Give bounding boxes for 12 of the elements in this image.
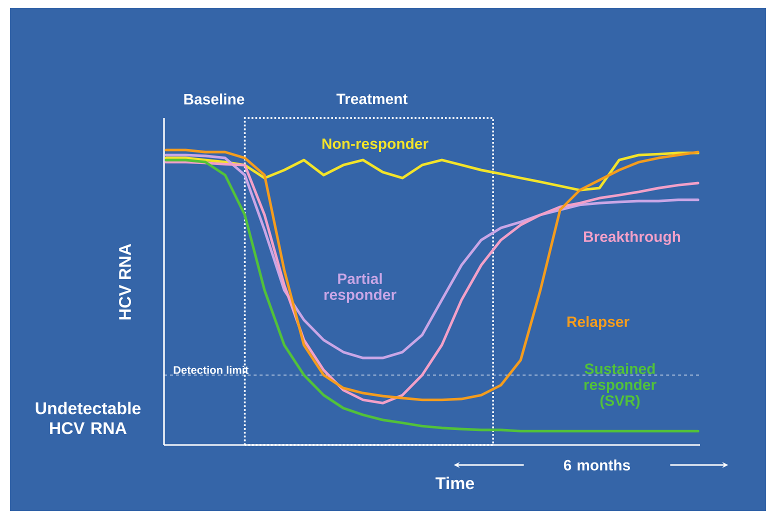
text: Undetectable HCV RNA	[36, 402, 141, 434]
text: Relapser	[567, 316, 630, 330]
series-label: Partial responder	[324, 273, 396, 303]
series-label: Non-responder	[322, 138, 428, 152]
text: 6 months	[564, 460, 630, 470]
series-label: Breakthrough	[584, 231, 680, 245]
y-axis-title: HCV RNA	[119, 244, 132, 320]
text: Baseline	[184, 94, 244, 104]
x-axis-title: Time	[436, 476, 474, 490]
ref-line-label: Detection limit	[174, 366, 248, 374]
text: Treatment	[336, 94, 408, 104]
series-label: Sustained responder (SVR)	[584, 363, 656, 409]
